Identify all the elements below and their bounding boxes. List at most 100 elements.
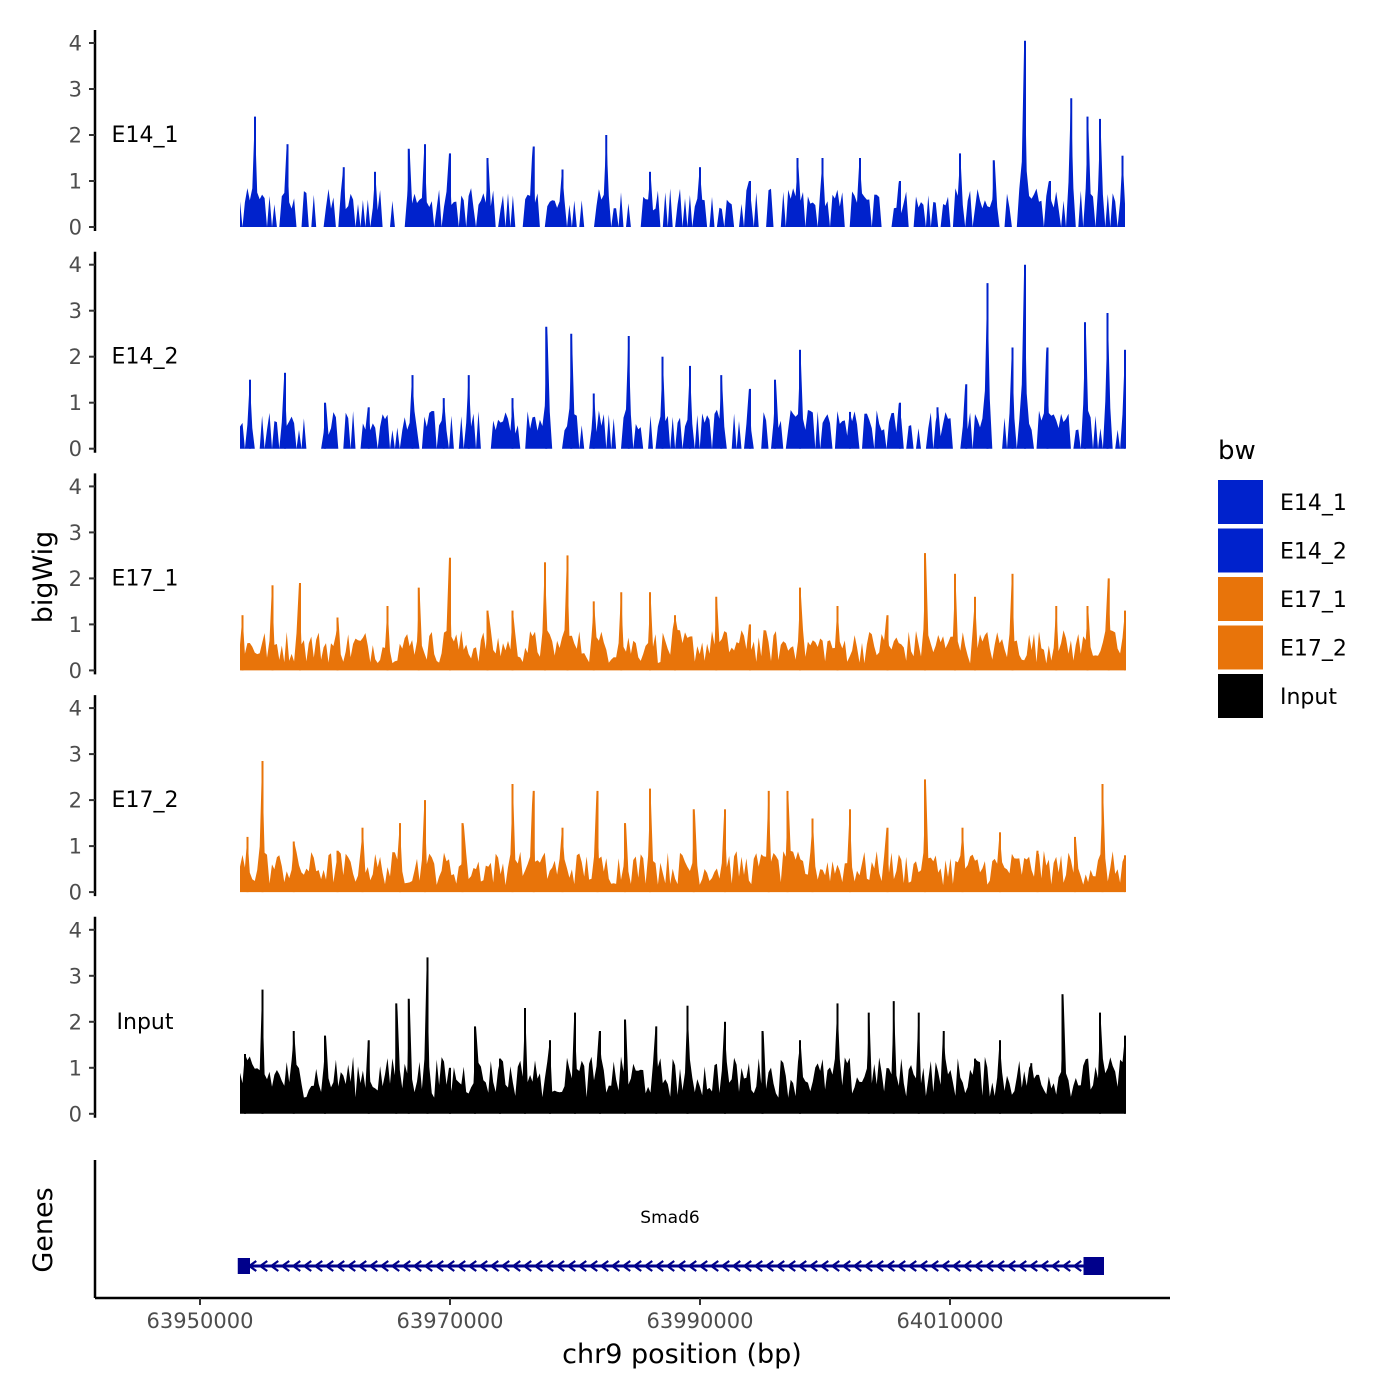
y-tick-label: 1 [69,170,82,194]
strand-arrow [544,1260,554,1272]
y-tick-label: 3 [69,78,82,102]
strand-arrow [258,1260,268,1272]
y-tick-label: 1 [69,1056,82,1080]
y-tick-label: 3 [69,299,82,323]
strand-arrow [973,1260,983,1272]
strand-arrow [555,1260,565,1272]
strand-arrow [1006,1260,1016,1272]
strand-arrow [610,1260,620,1272]
x-tick-label: 63990000 [647,1309,754,1333]
strand-arrow [698,1260,708,1272]
strand-arrow [764,1260,774,1272]
strand-arrow [731,1260,741,1272]
strand-arrow [852,1260,862,1272]
y-tick-label: 0 [69,659,82,683]
strand-arrow [775,1260,785,1272]
gene-name-label: Smad6 [640,1208,699,1228]
strand-arrow [522,1260,532,1272]
strand-arrow [1072,1260,1082,1272]
x-tick-label: 63970000 [397,1309,504,1333]
strand-arrow [280,1260,290,1272]
signal-area [240,264,1125,449]
y-tick-label: 3 [69,964,82,988]
strand-arrow [951,1260,961,1272]
y-tick-label: 3 [69,521,82,545]
strand-arrow [335,1260,345,1272]
strand-arrow [357,1260,367,1272]
strand-arrow [874,1260,884,1272]
signal-area [240,553,1125,671]
y-tick-label: 4 [69,697,82,721]
x-tick-label: 63950000 [147,1309,254,1333]
legend-label: E17_2 [1280,637,1347,662]
y-tick-label: 0 [69,437,82,461]
strand-arrow [907,1260,917,1272]
strand-arrow [940,1260,950,1272]
tracks-layer: 0 1 2 3 4 E14_1 0 1 2 3 4 E14_2 0 1 2 3 4 E17_1 0 1 2 3 4 E17_2… [69,30,1126,1126]
strand-arrow [324,1260,334,1272]
legend: E14_1 E14_2 E17_1 E17_2 Input [1218,480,1347,718]
strand-arrow [676,1260,686,1272]
strand-arrow [500,1260,510,1272]
strand-arrow [577,1260,587,1272]
y-tick-label: 2 [69,567,82,591]
strand-arrow [709,1260,719,1272]
legend-label: E14_2 [1280,540,1347,565]
signal-area [240,761,1125,893]
strand-arrow [918,1260,928,1272]
track-e14-2: 0 1 2 3 4 E14_2 [69,251,1126,461]
strand-arrow [841,1260,851,1272]
y-axis-title: bigWig [28,531,59,624]
track-label: E14_1 [112,123,179,148]
track-label: Input [117,1010,174,1035]
strand-arrow [588,1260,598,1272]
y-tick-label: 0 [69,1102,82,1126]
strand-arrow [665,1260,675,1272]
strand-arrow [863,1260,873,1272]
strand-arrow [1050,1260,1060,1272]
y-tick-label: 4 [69,918,82,942]
strand-arrow [621,1260,631,1272]
strand-arrow [368,1260,378,1272]
strand-arrow [346,1260,356,1272]
strand-arrow [929,1260,939,1272]
legend-swatch [1218,480,1263,524]
strand-arrow [654,1260,664,1272]
x-axis: 63950000 63970000 63990000 64010000 [95,1296,1170,1333]
strand-arrow [379,1260,389,1272]
y-tick-label: 1 [69,613,82,637]
strand-arrow [742,1260,752,1272]
strand-arrow [566,1260,576,1272]
strand-arrow [984,1260,994,1272]
track-label: E17_2 [112,788,179,813]
y-tick-label: 2 [69,124,82,148]
y-tick-label: 3 [69,743,82,767]
track-e17-1: 0 1 2 3 4 E17_1 [69,473,1126,683]
y-tick-label: 4 [69,32,82,56]
strand-arrow [434,1260,444,1272]
strand-arrow [511,1260,521,1272]
strand-arrow [467,1260,477,1272]
y-tick-label: 1 [69,391,82,415]
strand-arrow [456,1260,466,1272]
strand-arrow [1061,1260,1071,1272]
strand-arrow [797,1260,807,1272]
strand-arrow [478,1260,488,1272]
y-tick-label: 2 [69,1010,82,1034]
strand-arrow [533,1260,543,1272]
legend-title: bw [1218,436,1256,466]
signal-area [240,40,1125,228]
gene-exon [1083,1257,1104,1275]
track-e17-2: 0 1 2 3 4 E17_2 [69,695,1126,905]
strand-arrow [423,1260,433,1272]
strand-arrow [643,1260,653,1272]
strand-arrow [390,1260,400,1272]
gene-panel [93,1160,1104,1298]
legend-swatch [1218,528,1263,573]
strand-arrow [599,1260,609,1272]
signal-area [240,957,1125,1114]
y-tick-label: 2 [69,345,82,369]
y-tick-label: 2 [69,789,82,813]
genes-panel-title: Genes [28,1187,59,1272]
strand-arrow [412,1260,422,1272]
